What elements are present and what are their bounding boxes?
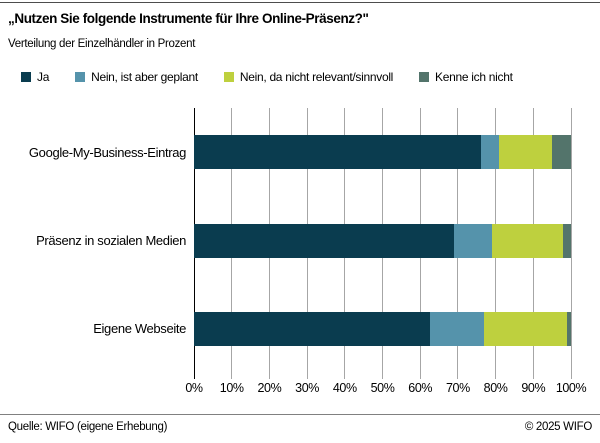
bar-segment-nein-ist-aber-geplant	[429, 311, 485, 346]
x-tick-label: 70%	[445, 381, 470, 395]
category-label: Google-My-Business-Eintrag	[28, 144, 186, 160]
x-tick-label: 30%	[295, 381, 320, 395]
bar-row	[194, 223, 571, 258]
bar-segment-nein-ist-aber-geplant	[454, 223, 492, 258]
legend-item-4: Kenne ich nicht	[419, 70, 513, 84]
x-tick-label: 0%	[185, 381, 203, 395]
copyright-note: © 2025 WIFO	[524, 421, 592, 433]
bar-segment-ja	[194, 135, 481, 170]
x-tick-label: 50%	[370, 381, 395, 395]
legend-label: Nein, ist aber geplant	[91, 70, 198, 84]
footer-divider	[0, 414, 600, 415]
x-tick-label: 80%	[483, 381, 508, 395]
x-tick-label: 100%	[555, 381, 587, 395]
bar-segment-kenne-ich-nicht	[563, 223, 571, 258]
x-tick-label: 90%	[521, 381, 546, 395]
chart-title: „Nutzen Sie folgende Instrumente für Ihr…	[8, 11, 369, 26]
category-label: Präsenz in sozialen Medien	[36, 233, 186, 248]
legend-swatch-icon	[419, 72, 430, 82]
chart-legend: Ja Nein, ist aber geplant Nein, da nicht r…	[21, 70, 596, 84]
top-divider	[0, 2, 600, 3]
bar-row	[194, 135, 571, 170]
x-tick-label: 20%	[257, 381, 282, 395]
bar-segment-kenne-ich-nicht	[552, 135, 571, 170]
gridline	[570, 108, 572, 379]
legend-item-2: Nein, ist aber geplant	[75, 70, 198, 84]
legend-item-1: Ja	[21, 70, 49, 84]
bar-row	[194, 311, 571, 346]
source-note: Quelle: WIFO (eigene Erhebung)	[8, 421, 168, 433]
category-label: Eigene Webseite	[93, 321, 186, 337]
legend-label: Nein, da nicht relevant/sinnvoll	[239, 70, 394, 84]
x-tick-label: 40%	[332, 381, 357, 395]
bar-segment-nein-da-nicht-relevant-sinnvoll	[491, 223, 564, 258]
footer: Quelle: WIFO (eigene Erhebung) © 2025 WI…	[8, 421, 592, 433]
legend-label: Ja	[37, 70, 50, 84]
legend-swatch-icon	[21, 72, 31, 82]
bar-segment-ja	[194, 311, 430, 346]
legend-item-3: Nein, da nicht relevant/sinnvoll	[223, 70, 394, 84]
plot-area: 0% 10% 20% 30% 40% 50% 60% 70% 80% 90% 100% Google-…	[29, 108, 587, 395]
chart-subtitle: Verteilung der Einzelhändler in Prozent	[8, 38, 196, 50]
x-tick-label: 10%	[219, 381, 244, 395]
legend-swatch-icon	[75, 72, 86, 82]
bar-segment-nein-da-nicht-relevant-sinnvoll	[484, 311, 568, 346]
legend-label: Kenne ich nicht	[435, 70, 513, 84]
bar-segment-nein-ist-aber-geplant	[480, 135, 500, 170]
bar-segment-ja	[194, 223, 455, 258]
legend-swatch-icon	[223, 72, 234, 82]
bar-segment-nein-da-nicht-relevant-sinnvoll	[499, 135, 553, 170]
bar-segment-kenne-ich-nicht	[567, 311, 571, 346]
x-tick-label: 60%	[408, 381, 433, 395]
